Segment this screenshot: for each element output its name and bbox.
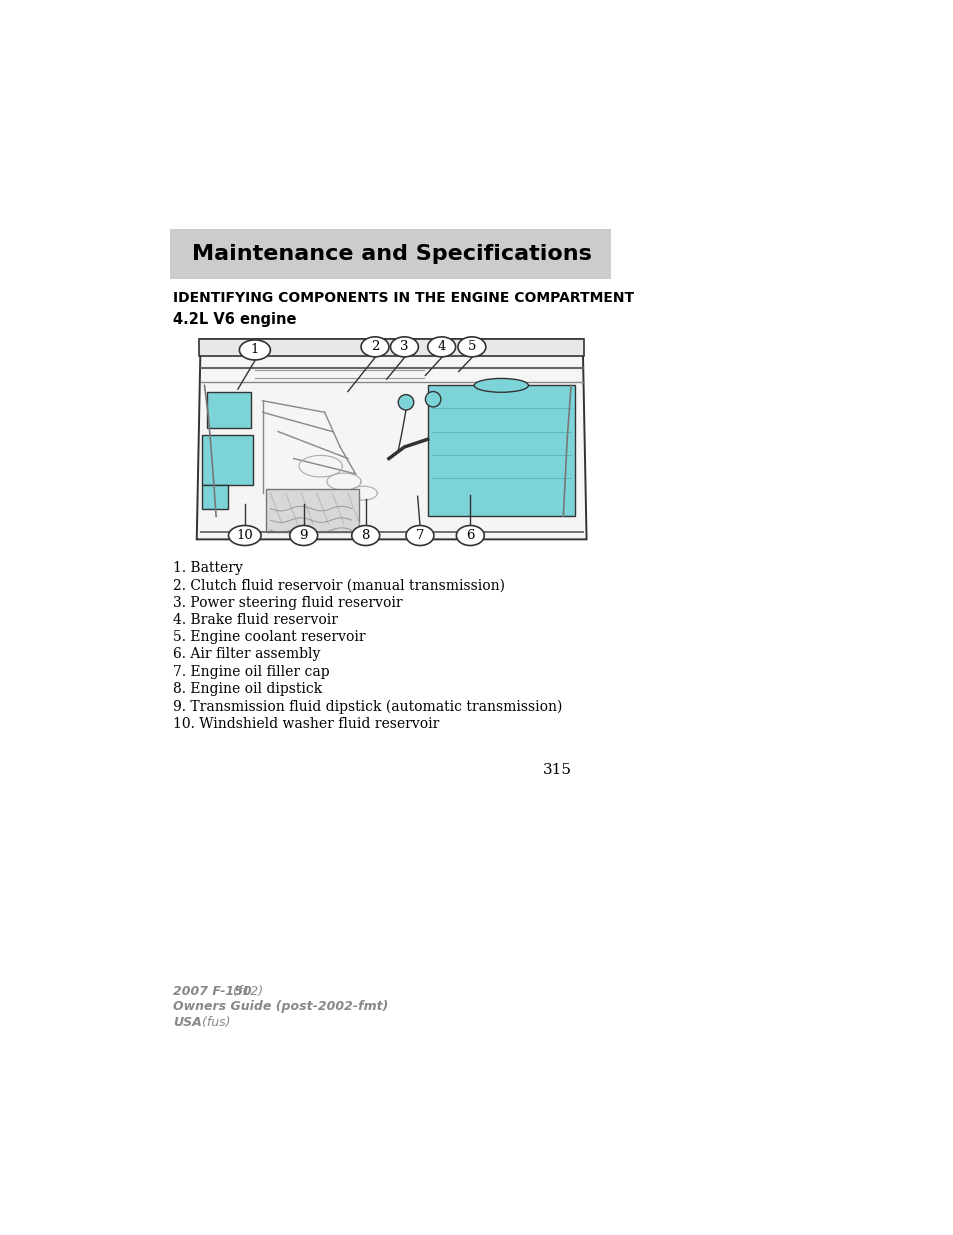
Text: 4.2L V6 engine: 4.2L V6 engine <box>173 311 296 326</box>
Circle shape <box>425 391 440 406</box>
Polygon shape <box>207 391 251 427</box>
Text: 10. Windshield washer fluid reservoir: 10. Windshield washer fluid reservoir <box>173 716 439 731</box>
Ellipse shape <box>352 526 379 546</box>
Bar <box>266 489 359 531</box>
Text: IDENTIFYING COMPONENTS IN THE ENGINE COMPARTMENT: IDENTIFYING COMPONENTS IN THE ENGINE COM… <box>173 291 634 305</box>
Ellipse shape <box>239 340 270 359</box>
Text: Maintenance and Specifications: Maintenance and Specifications <box>192 243 592 264</box>
Text: 8: 8 <box>361 529 370 542</box>
Text: USA: USA <box>173 1015 202 1029</box>
Text: 4: 4 <box>437 341 445 353</box>
Ellipse shape <box>406 526 434 546</box>
Bar <box>199 340 583 356</box>
Text: (fus): (fus) <box>198 1015 231 1029</box>
Ellipse shape <box>457 337 485 357</box>
Text: 5: 5 <box>467 341 476 353</box>
Polygon shape <box>196 340 586 540</box>
Text: 1. Battery: 1. Battery <box>173 561 243 574</box>
Text: 6: 6 <box>466 529 474 542</box>
Ellipse shape <box>290 526 317 546</box>
Ellipse shape <box>229 526 261 546</box>
Ellipse shape <box>427 337 456 357</box>
Ellipse shape <box>390 337 418 357</box>
Text: 5. Engine coolant reservoir: 5. Engine coolant reservoir <box>173 630 366 645</box>
Text: 9: 9 <box>299 529 308 542</box>
Text: 7: 7 <box>416 529 424 542</box>
Text: 3. Power steering fluid reservoir: 3. Power steering fluid reservoir <box>173 595 403 610</box>
Ellipse shape <box>474 378 528 393</box>
Polygon shape <box>202 485 228 509</box>
Text: 2: 2 <box>371 341 378 353</box>
Text: Owners Guide (post-2002-fmt): Owners Guide (post-2002-fmt) <box>173 1000 389 1013</box>
Text: 7. Engine oil filler cap: 7. Engine oil filler cap <box>173 664 330 679</box>
Text: (f12): (f12) <box>229 984 263 998</box>
Text: 2. Clutch fluid reservoir (manual transmission): 2. Clutch fluid reservoir (manual transm… <box>173 578 505 592</box>
Text: 10: 10 <box>236 529 253 542</box>
Polygon shape <box>202 436 253 485</box>
Text: 1: 1 <box>251 343 259 357</box>
Text: 2007 F-150: 2007 F-150 <box>173 984 252 998</box>
Bar <box>170 228 611 279</box>
Text: 6. Air filter assembly: 6. Air filter assembly <box>173 647 320 662</box>
Text: 8. Engine oil dipstick: 8. Engine oil dipstick <box>173 682 322 697</box>
Text: 3: 3 <box>399 341 408 353</box>
Circle shape <box>397 395 414 410</box>
Text: 4. Brake fluid reservoir: 4. Brake fluid reservoir <box>173 613 338 627</box>
Text: 315: 315 <box>542 763 571 777</box>
Ellipse shape <box>360 337 389 357</box>
Ellipse shape <box>456 526 484 546</box>
Polygon shape <box>427 385 575 516</box>
Text: 9. Transmission fluid dipstick (automatic transmission): 9. Transmission fluid dipstick (automati… <box>173 699 562 714</box>
